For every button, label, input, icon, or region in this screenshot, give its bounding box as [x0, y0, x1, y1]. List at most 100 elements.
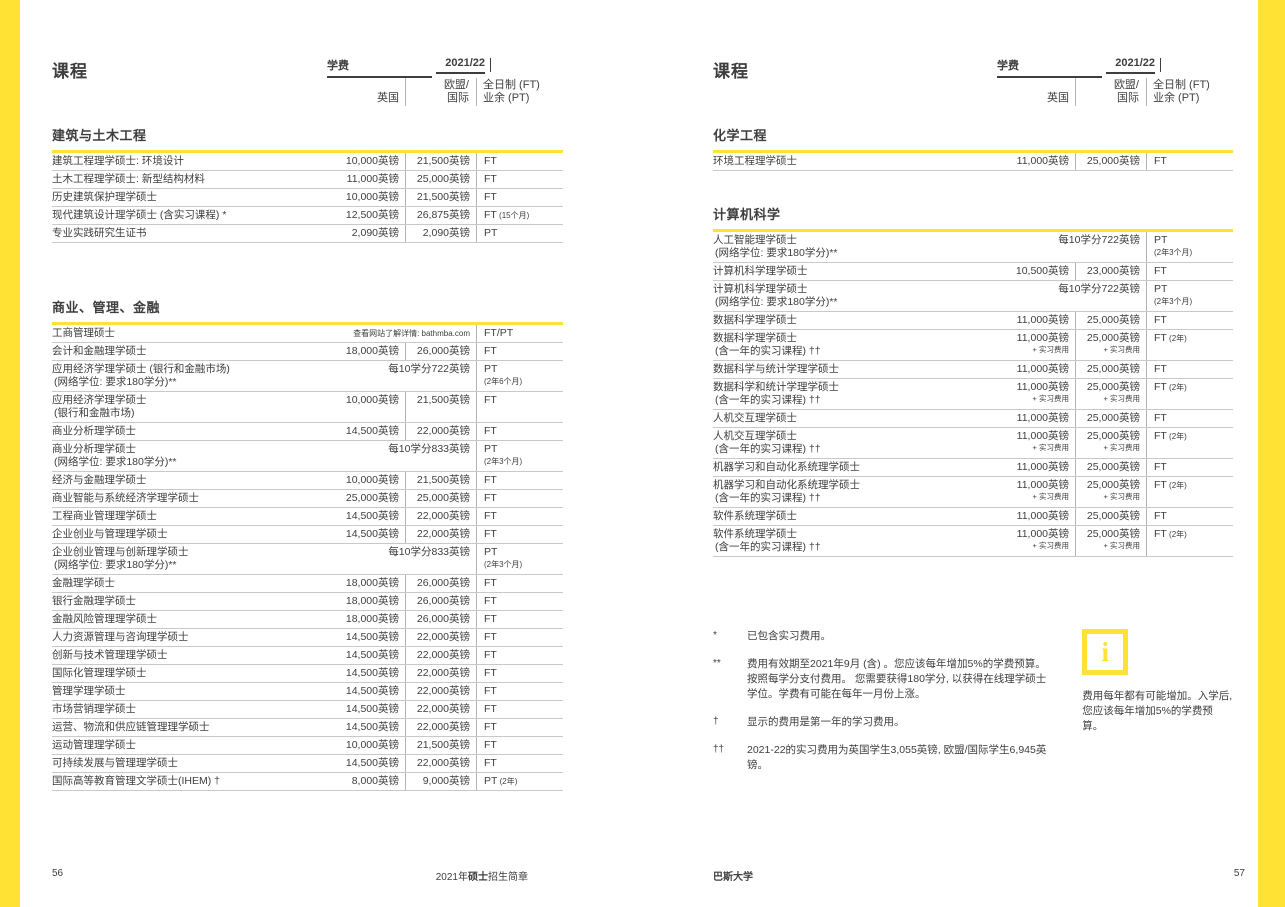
- fee-eu-cell: 26,000英镑: [406, 593, 477, 610]
- table-row: 应用经济学理学硕士 (银行和金融市场) (网络学位: 要求180学分)** 每10学…: [52, 360, 563, 391]
- mode-cell: FT: [477, 737, 563, 754]
- page-number-right: 57: [1233, 868, 1245, 879]
- table-row: 数据科学理学硕士 (含一年的实习课程) †† 11,000英镑 + 实习费用 25,00…: [713, 329, 1233, 360]
- course-name: 数据科学理学硕士 (含一年的实习课程) ††: [713, 330, 996, 360]
- fee-span-cell: 每10学分722英镑: [995, 232, 1147, 262]
- table-row: 商业智能与系统经济学理学硕士 25,000英镑 25,000英镑 FT: [52, 489, 563, 507]
- fee-uk-cell: 8,000英镑: [326, 773, 406, 790]
- course-name: 商业分析理学硕士 (网络学位: 要求180学分)**: [52, 441, 325, 471]
- fee-eu-cell: 22,000英镑: [406, 701, 477, 718]
- info-text: 费用每年都有可能增加。入学后, 您应该每年增加5%的学费预算。: [1082, 690, 1233, 732]
- fee-uk-cell: 11,000英镑 + 实习费用: [996, 379, 1076, 409]
- fee-uk-cell: 11,000英镑 + 实习费用: [996, 428, 1076, 458]
- table-row: 工程商业管理理学硕士 14,500英镑 22,000英镑 FT: [52, 507, 563, 525]
- mode-value: FT: [1154, 332, 1167, 344]
- fees-table: 建筑工程理学硕士: 环境设计 10,000英镑 21,500英镑 FT 土木工程理学硕士…: [52, 153, 563, 243]
- course-name-line2: (含一年的实习课程) ††: [715, 443, 821, 455]
- table-row: 应用经济学理学硕士 (银行和金融市场) 10,000英镑 21,500英镑 FT: [52, 391, 563, 422]
- fee-uk-cell: 10,000英镑: [326, 153, 406, 170]
- fee-eu-cell: 22,000英镑: [406, 719, 477, 736]
- fee-uk-cell: 14,500英镑: [326, 526, 406, 543]
- mode-cell: FT: [1147, 410, 1233, 427]
- table-row: 工商管理硕士 查看网站了解详情: bathmba.com FT/PT: [52, 325, 563, 342]
- course-name: 建筑工程理学硕士: 环境设计: [52, 155, 184, 167]
- footnote-marker: ††: [713, 744, 725, 755]
- table-row: 企业创业管理与创新理学硕士 (网络学位: 要求180学分)** 每10学分833英镑…: [52, 543, 563, 574]
- course-name: 工程商业管理理学硕士: [52, 510, 157, 522]
- course-name-line2: (网络学位: 要求180学分)**: [715, 247, 838, 259]
- footnote-marker: †: [713, 716, 719, 727]
- fees-table: 环境工程理学硕士 11,000英镑 25,000英镑 FT: [713, 153, 1233, 171]
- mode-value: PT: [484, 227, 498, 239]
- course-name: 会计和金融理学硕士: [52, 345, 147, 357]
- course-name: 计算机科学理学硕士: [713, 265, 808, 277]
- mode-value: FT: [484, 155, 497, 167]
- fee-eu-cell: 22,000英镑: [406, 755, 477, 772]
- fee-uk-cell: 14,500英镑: [326, 719, 406, 736]
- page-title: 课程: [52, 62, 88, 81]
- fee-column-label: 学费: [327, 57, 432, 78]
- table-row: 国际高等教育管理文学硕士(IHEM) † 8,000英镑 9,000英镑 PT (2年…: [52, 772, 563, 790]
- fee-uk-cell: 11,000英镑: [996, 459, 1076, 476]
- mode-cell: FT: [477, 575, 563, 592]
- mode-cell: FT (2年): [1147, 477, 1233, 507]
- course-name: 人工智能理学硕士 (网络学位: 要求180学分)**: [713, 232, 995, 262]
- table-row: 软件系统理学硕士 (含一年的实习课程) †† 11,000英镑 + 实习费用 25,00…: [713, 525, 1233, 556]
- mode-column-label: 全日制 (FT) 业余 (PT): [1153, 79, 1210, 105]
- table-row: 数据科学理学硕士 11,000英镑 25,000英镑 FT: [713, 311, 1233, 329]
- fee-eu-cell: 25,000英镑: [1076, 459, 1147, 476]
- fee-eu-cell: 25,000英镑: [406, 171, 477, 188]
- footnote-text: 费用有效期至2021年9月 (含) 。您应该每年增加5%的学费预算。按照每学分支…: [747, 658, 1047, 700]
- sections-left: 建筑与土木工程 建筑工程理学硕士: 环境设计 10,000英镑 21,500英镑 FT 土…: [52, 125, 563, 791]
- table-row: 金融风险管理理学硕士 18,000英镑 26,000英镑 FT: [52, 610, 563, 628]
- mode-value: FT: [484, 577, 497, 589]
- mode-value: FT: [1154, 430, 1167, 442]
- fee-span-cell: 每10学分833英镑: [325, 544, 477, 574]
- mode-value: FT: [1154, 265, 1167, 277]
- fee-eu-note: + 实习费用: [1103, 443, 1140, 452]
- mode-value: FT: [1154, 363, 1167, 375]
- course-name-line2: (网络学位: 要求180学分)**: [54, 559, 177, 571]
- fee-eu-note: + 实习费用: [1103, 345, 1140, 354]
- mode-value: PT: [1154, 234, 1168, 246]
- fee-uk-cell: 11,000英镑: [996, 361, 1076, 378]
- footnote-marker: *: [713, 630, 717, 641]
- fee-eu-note: + 实习费用: [1103, 492, 1140, 501]
- mode-value: FT/PT: [484, 327, 514, 339]
- fees-table: 工商管理硕士 查看网站了解详情: bathmba.com FT/PT 会计和金融理学硕…: [52, 325, 563, 791]
- fee-uk-note: + 实习费用: [1032, 541, 1069, 550]
- fee-uk-cell: 11,000英镑 + 实习费用: [996, 477, 1076, 507]
- mode-value: PT: [484, 546, 498, 558]
- fee-eu-cell: 22,000英镑: [406, 647, 477, 664]
- mode-cell: FT: [477, 343, 563, 360]
- table-row: 创新与技术管理理学硕士 14,500英镑 22,000英镑 FT: [52, 646, 563, 664]
- course-name: 运动管理理学硕士: [52, 739, 136, 751]
- fee-uk-note: + 实习费用: [1032, 443, 1069, 452]
- fee-eu-cell: 25,000英镑 + 实习费用: [1076, 379, 1147, 409]
- footer-university-name: 巴斯大学: [713, 872, 753, 883]
- mode-cell: FT: [477, 755, 563, 772]
- table-row: 运动管理理学硕士 10,000英镑 21,500英镑 FT: [52, 736, 563, 754]
- course-name: 软件系统理学硕士: [713, 510, 797, 522]
- course-name: 企业创业管理与创新理学硕士 (网络学位: 要求180学分)**: [52, 544, 325, 574]
- footnote-text: 已包含实习费用。: [747, 630, 831, 642]
- footnote-item: † 显示的费用是第一年的学习费用。: [713, 715, 1052, 730]
- mode-duration-note: (2年3个月): [484, 560, 523, 569]
- fee-span-cell: 每10学分833英镑: [325, 441, 477, 471]
- section-title: 建筑与土木工程: [52, 125, 563, 153]
- fee-eu-cell: 25,000英镑: [1076, 153, 1147, 170]
- course-name: 计算机科学理学硕士 (网络学位: 要求180学分)**: [713, 281, 995, 311]
- fee-uk-cell: 14,500英镑: [326, 508, 406, 525]
- info-icon-glyph: i: [1101, 636, 1109, 667]
- mode-cell: FT: [477, 472, 563, 489]
- course-name: 数据科学理学硕士: [713, 314, 797, 326]
- fee-eu-cell: 25,000英镑: [1076, 410, 1147, 427]
- course-name: 人机交互理学硕士 (含一年的实习课程) ††: [713, 428, 996, 458]
- mode-value: FT: [1154, 412, 1167, 424]
- mode-value: FT: [484, 631, 497, 643]
- mode-cell: PT (2年3个月): [477, 544, 563, 574]
- fee-eu-cell: 25,000英镑: [1076, 361, 1147, 378]
- table-row: 土木工程理学硕士: 新型结构材料 11,000英镑 25,000英镑 FT: [52, 170, 563, 188]
- footnotes-area: * 已包含实习费用。 ** 费用有效期至2021年9月 (含) 。您应该每年增加5%的…: [713, 629, 1233, 786]
- mode-value: FT: [484, 757, 497, 769]
